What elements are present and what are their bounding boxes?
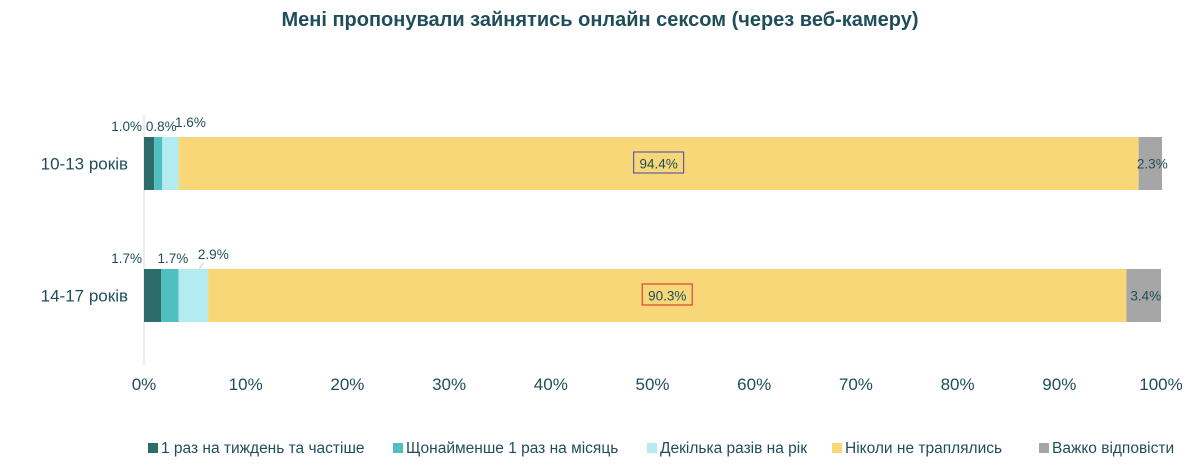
chart-title: Мені пропонували зайнятись онлайн сексом…	[281, 9, 919, 31]
data-label: 94.4%	[639, 157, 677, 172]
legend-swatch	[832, 443, 842, 453]
legend-label: 1 раз на тиждень та частіше	[161, 440, 365, 457]
legend-label: Ніколи не траплялись	[845, 440, 1002, 457]
legend-swatch	[647, 443, 657, 453]
x-tick-label: 10%	[229, 375, 263, 394]
data-label: 1.7%	[111, 251, 142, 266]
legend-label: Декілька разів на рік	[660, 440, 807, 457]
bar-segment	[208, 269, 1127, 322]
bar-segment	[162, 137, 179, 190]
legend-label: Щонайменше 1 раз на місяць	[406, 440, 618, 457]
x-tick-label: 60%	[737, 375, 771, 394]
bar-segment	[178, 137, 1139, 190]
x-tick-label: 0%	[132, 375, 157, 394]
bar-segment	[144, 269, 162, 322]
legend-swatch	[393, 443, 403, 453]
bar-segment	[144, 137, 155, 190]
x-tick-label: 100%	[1139, 375, 1182, 394]
x-tick-label: 80%	[941, 375, 975, 394]
x-tick-label: 30%	[432, 375, 466, 394]
data-label: 1.7%	[158, 251, 189, 266]
category-label: 10-13 років	[41, 155, 128, 174]
x-tick-label: 40%	[534, 375, 568, 394]
data-label: 90.3%	[648, 289, 686, 304]
bar-segment	[178, 269, 209, 322]
x-tick-label: 70%	[839, 375, 873, 394]
bar-segment	[161, 269, 179, 322]
category-label: 14-17 років	[41, 287, 128, 306]
data-label: 0.8%	[146, 119, 177, 134]
x-tick-label: 20%	[330, 375, 364, 394]
legend-label: Важко відповісти	[1052, 440, 1174, 457]
data-label-box	[633, 151, 685, 174]
data-label: 1.0%	[111, 119, 142, 134]
data-label: 3.4%	[1130, 289, 1161, 304]
legend-swatch	[1039, 443, 1049, 453]
data-label: 2.9%	[198, 247, 229, 262]
bar-segment	[1126, 269, 1161, 322]
bar-segment	[1138, 137, 1163, 190]
data-label: 2.3%	[1137, 157, 1168, 172]
leader-line	[198, 262, 204, 270]
legend-swatch	[148, 443, 158, 453]
x-tick-label: 50%	[635, 375, 669, 394]
data-label: 1.6%	[175, 115, 206, 130]
bar-segment	[154, 137, 163, 190]
data-label-box	[641, 283, 693, 306]
x-tick-label: 90%	[1042, 375, 1076, 394]
